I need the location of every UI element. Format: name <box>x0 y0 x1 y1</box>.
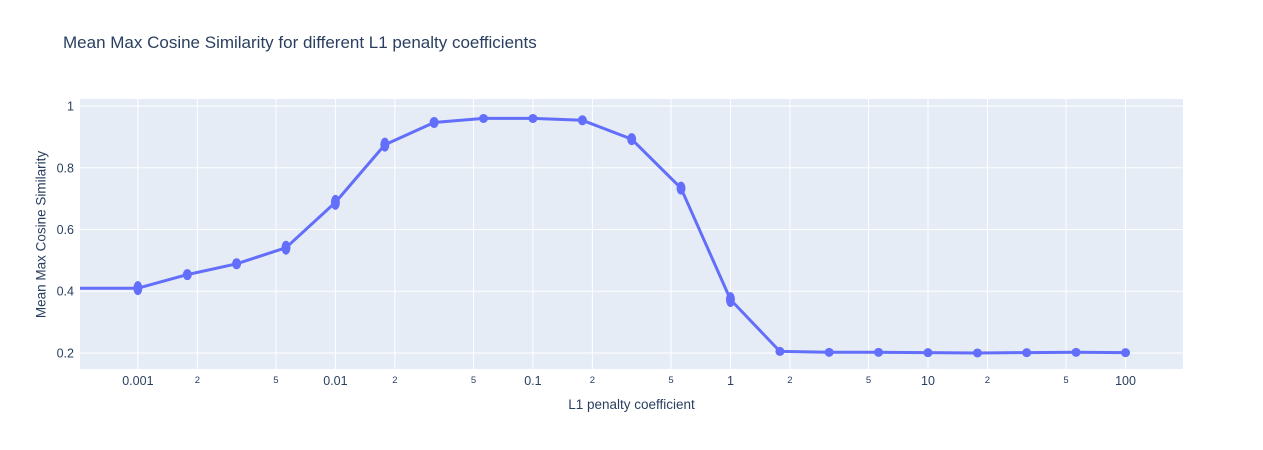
y-tick-label: 0.6 <box>57 223 74 237</box>
chart-title: Mean Max Cosine Similarity for different… <box>63 33 537 52</box>
x-tick-label: 100 <box>1115 374 1136 388</box>
y-tick-label: 1 <box>67 100 74 114</box>
y-tick-label: 0.8 <box>57 161 74 175</box>
data-point-marker[interactable] <box>725 292 735 308</box>
x-tick-label: 10 <box>921 374 935 388</box>
y-axis-title: Mean Max Cosine Similarity <box>33 150 49 319</box>
x-minor-tick-label: 2 <box>787 375 792 386</box>
data-point-marker[interactable] <box>133 281 143 296</box>
x-tick-label: 0.01 <box>323 374 347 388</box>
data-point-marker[interactable] <box>676 181 686 195</box>
x-minor-tick-label: 2 <box>590 375 595 386</box>
x-tick-label: 0.1 <box>524 374 541 388</box>
data-point-marker[interactable] <box>429 116 439 128</box>
data-point-marker[interactable] <box>577 115 587 126</box>
y-tick-label: 0.4 <box>57 285 74 299</box>
x-tick-label: 1 <box>727 374 734 388</box>
data-point-marker[interactable] <box>775 346 785 356</box>
x-axis-title: L1 penalty coefficient <box>568 397 695 412</box>
y-tick-label: 0.2 <box>57 346 74 360</box>
data-point-marker[interactable] <box>380 137 390 152</box>
data-point-marker[interactable] <box>972 348 982 358</box>
x-minor-tick-label: 5 <box>866 375 871 386</box>
x-minor-tick-label: 2 <box>392 375 397 386</box>
data-point-marker[interactable] <box>923 348 933 358</box>
data-point-marker[interactable] <box>627 133 637 146</box>
data-point-marker[interactable] <box>528 113 538 123</box>
data-point-marker[interactable] <box>1121 348 1131 358</box>
x-minor-tick-label: 5 <box>471 375 476 386</box>
data-point-marker[interactable] <box>330 194 340 210</box>
data-point-marker[interactable] <box>182 269 192 281</box>
data-point-marker[interactable] <box>824 347 834 357</box>
x-tick-label: 0.001 <box>122 374 153 388</box>
x-minor-tick-label: 5 <box>668 375 673 386</box>
data-point-marker[interactable] <box>1022 348 1032 358</box>
x-minor-tick-label: 2 <box>195 375 200 386</box>
data-point-marker[interactable] <box>874 347 884 357</box>
data-point-marker[interactable] <box>281 240 291 255</box>
data-point-marker[interactable] <box>1071 347 1081 357</box>
x-minor-tick-label: 5 <box>273 375 278 386</box>
x-minor-tick-label: 5 <box>1063 375 1068 386</box>
data-point-marker[interactable] <box>478 113 488 123</box>
x-minor-tick-label: 2 <box>985 375 990 386</box>
data-point-marker[interactable] <box>232 258 242 270</box>
series-line <box>80 116 1126 355</box>
